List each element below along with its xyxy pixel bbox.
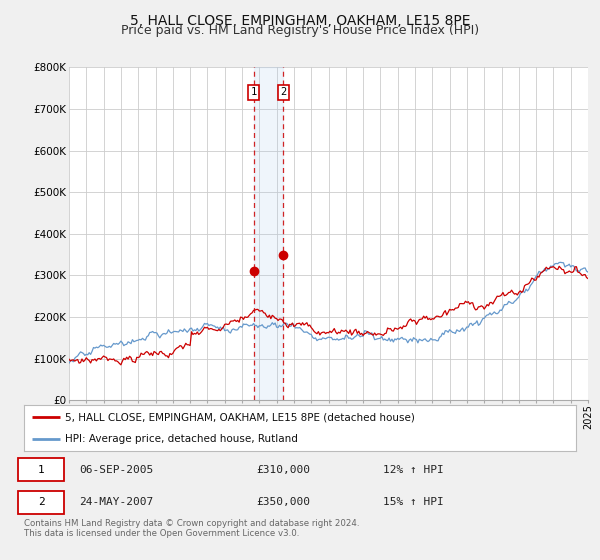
FancyBboxPatch shape [19, 491, 64, 514]
Text: 5, HALL CLOSE, EMPINGHAM, OAKHAM, LE15 8PE: 5, HALL CLOSE, EMPINGHAM, OAKHAM, LE15 8… [130, 14, 470, 28]
Text: 5, HALL CLOSE, EMPINGHAM, OAKHAM, LE15 8PE (detached house): 5, HALL CLOSE, EMPINGHAM, OAKHAM, LE15 8… [65, 412, 415, 422]
Text: £350,000: £350,000 [256, 497, 310, 507]
Text: 1: 1 [38, 465, 44, 475]
Text: Contains HM Land Registry data © Crown copyright and database right 2024.
This d: Contains HM Land Registry data © Crown c… [24, 519, 359, 538]
FancyBboxPatch shape [19, 458, 64, 482]
Text: 2: 2 [280, 87, 286, 97]
Bar [254, 67, 283, 400]
Text: Price paid vs. HM Land Registry's House Price Index (HPI): Price paid vs. HM Land Registry's House … [121, 24, 479, 37]
Text: £310,000: £310,000 [256, 465, 310, 475]
Text: 12% ↑ HPI: 12% ↑ HPI [383, 465, 443, 475]
Text: 1: 1 [251, 87, 257, 97]
Text: HPI: Average price, detached house, Rutland: HPI: Average price, detached house, Rutl… [65, 435, 298, 444]
Text: 15% ↑ HPI: 15% ↑ HPI [383, 497, 443, 507]
Text: 24-MAY-2007: 24-MAY-2007 [79, 497, 154, 507]
Text: 06-SEP-2005: 06-SEP-2005 [79, 465, 154, 475]
Text: 2: 2 [38, 497, 44, 507]
